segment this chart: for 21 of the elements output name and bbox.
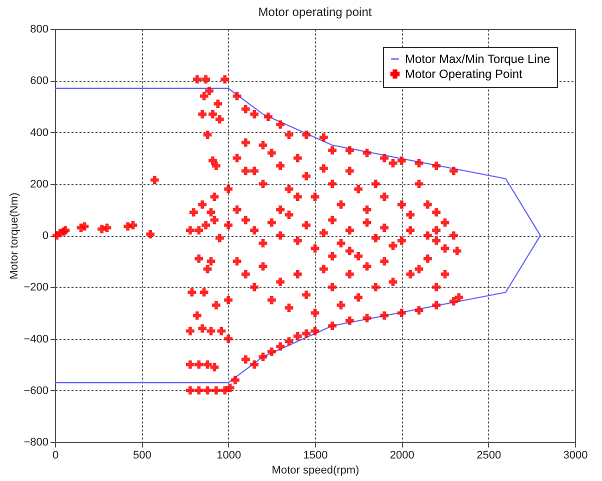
- x-tick-label: 1000: [216, 450, 242, 462]
- y-tick-label: 400: [30, 126, 48, 139]
- x-tick-label: 2500: [476, 450, 502, 462]
- y-tick-label: 600: [30, 75, 48, 88]
- y-tick-label: −400: [24, 333, 48, 346]
- y-tick-label: 200: [30, 178, 48, 190]
- x-tick-label: 2000: [390, 450, 414, 462]
- x-tick-label: 0: [52, 450, 59, 462]
- chart-title: Motor operating point: [258, 5, 372, 19]
- x-tick-label: 500: [132, 450, 152, 462]
- x-tick-label: 1500: [303, 450, 328, 462]
- y-tick-label: −200: [24, 282, 48, 294]
- x-tick-label: 3000: [563, 450, 588, 462]
- y-tick-label: −600: [24, 384, 48, 397]
- legend-label: Motor Max/Min Torque Line: [405, 52, 551, 66]
- y-axis-title: Motor torque(Nm): [8, 192, 21, 280]
- y-tick-label: −800: [24, 436, 48, 448]
- legend-label: Motor Operating Point: [405, 67, 524, 81]
- y-tick-label: 800: [30, 24, 48, 36]
- y-tick-label: 0: [42, 230, 48, 242]
- x-axis-title: Motor speed(rpm): [272, 464, 360, 476]
